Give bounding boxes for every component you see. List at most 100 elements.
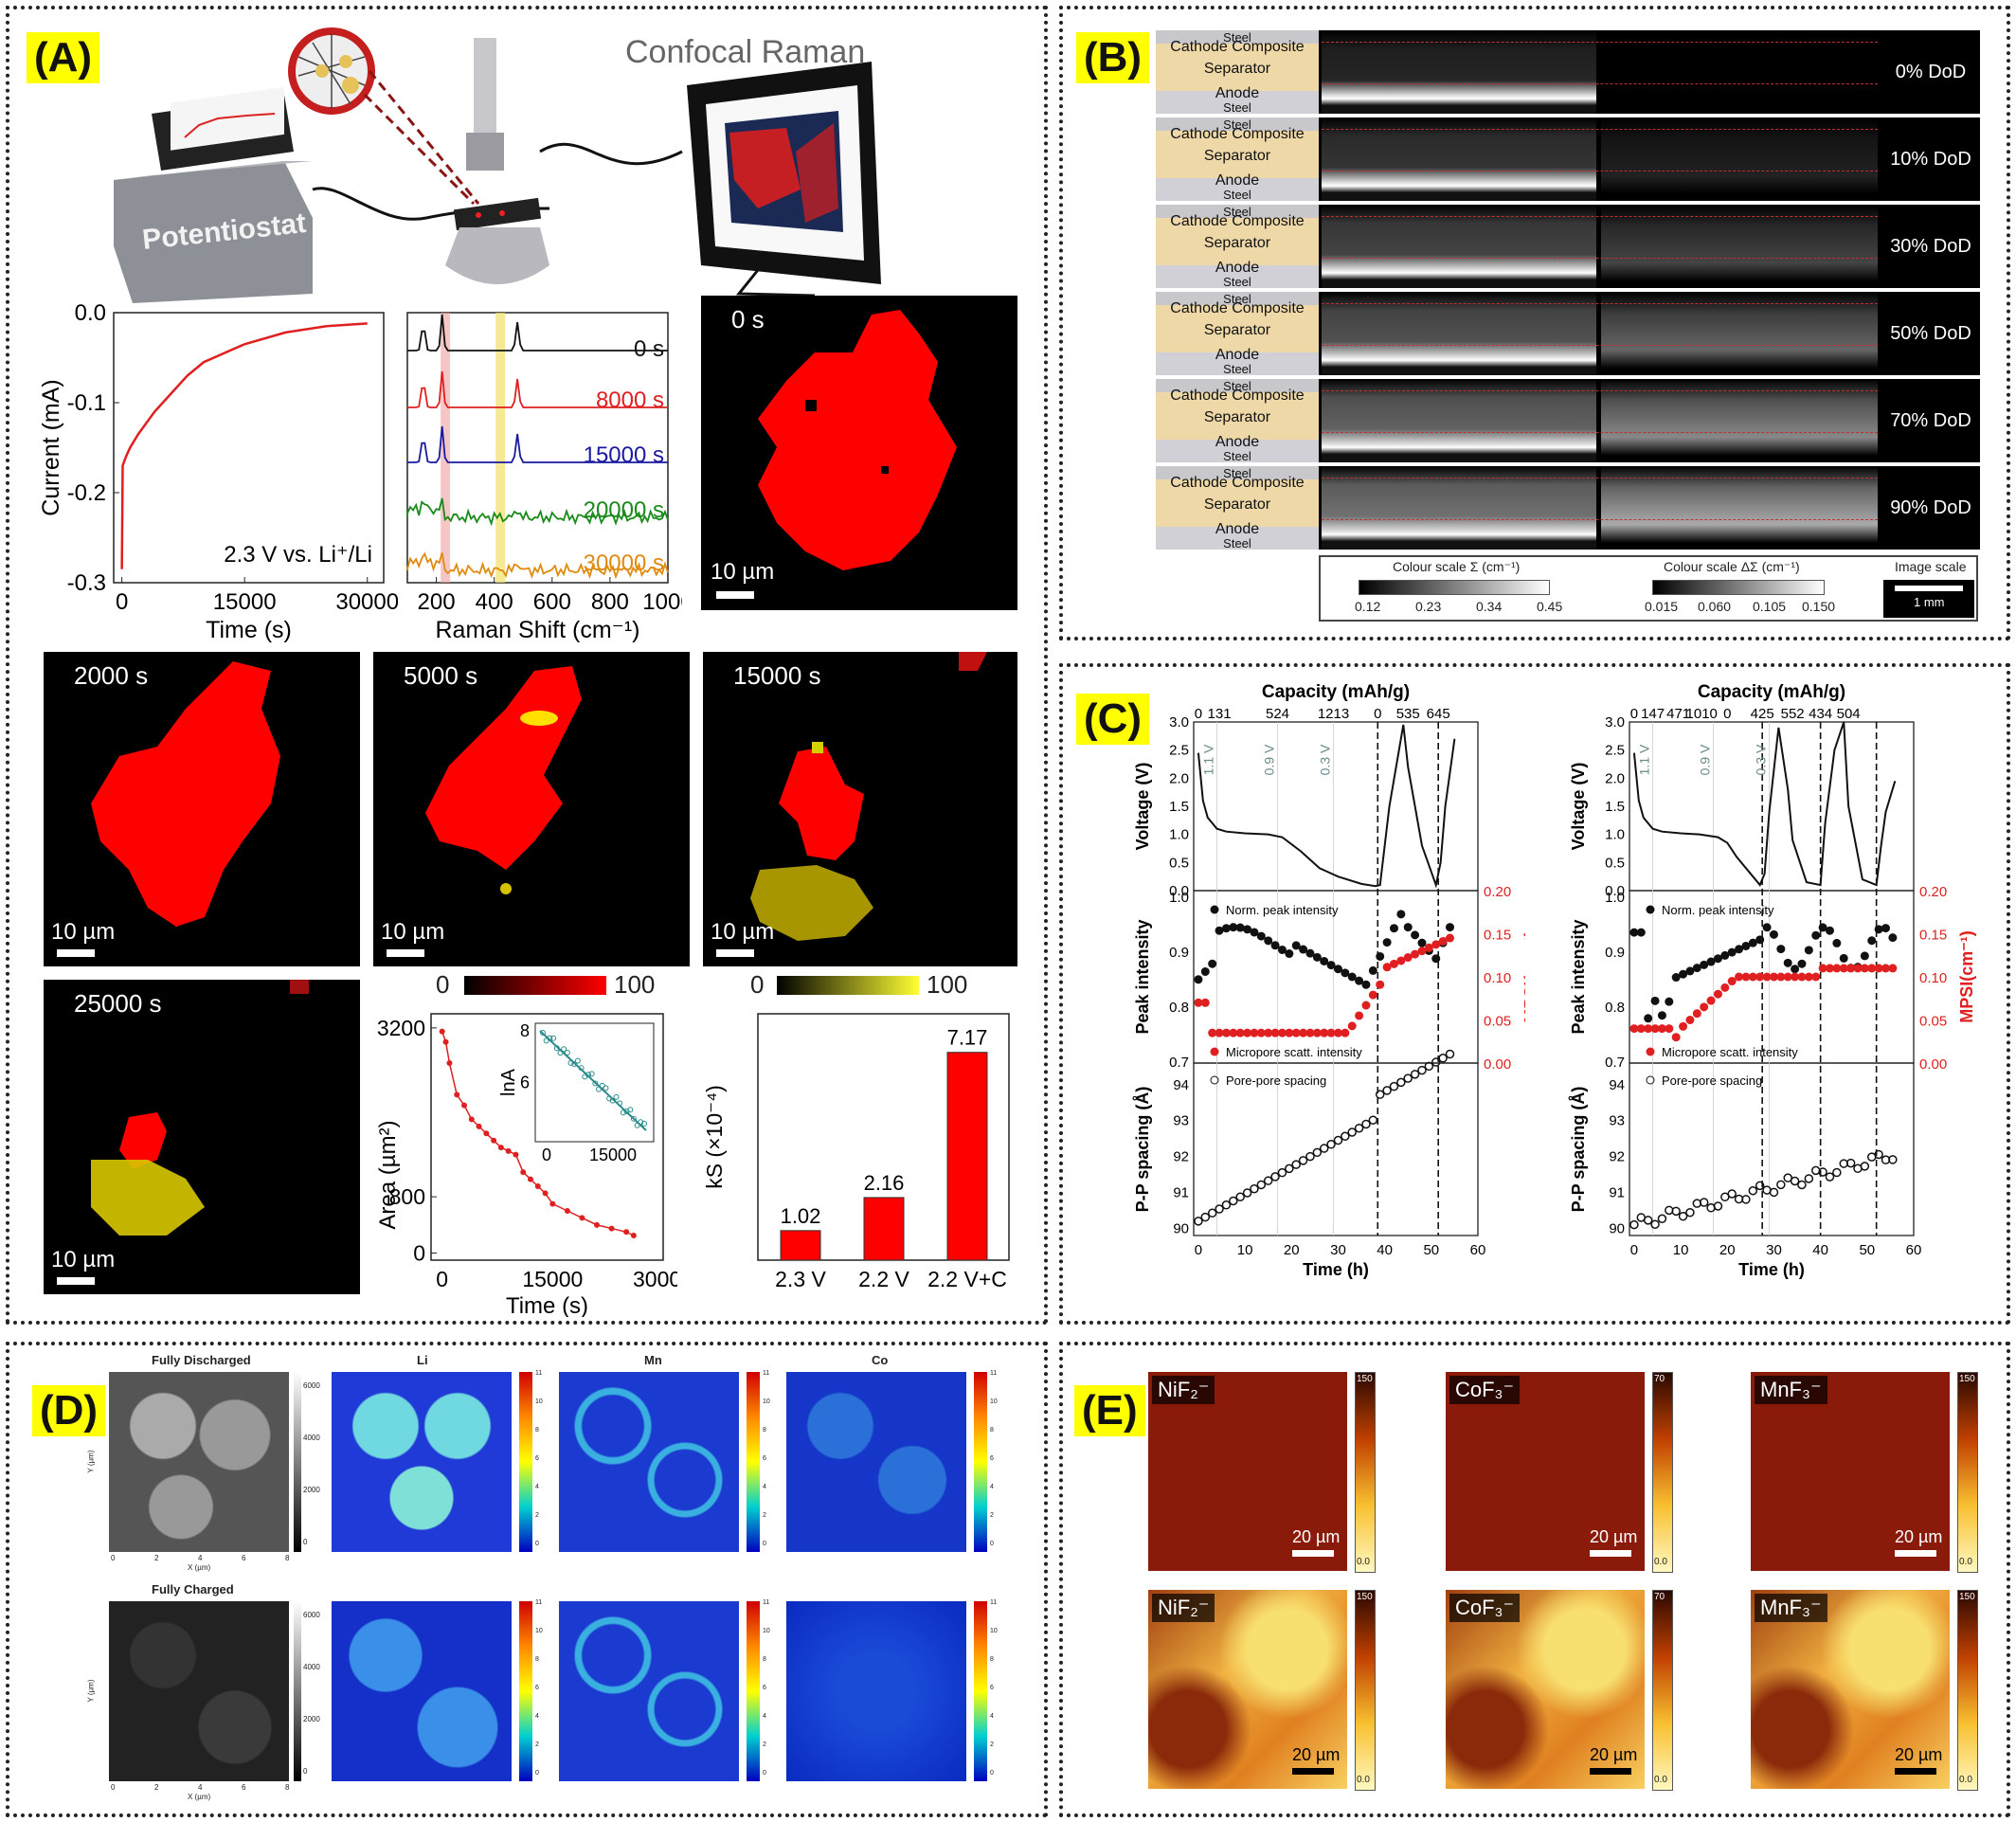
layer-label: Steel <box>1223 188 1251 202</box>
eds-element-map <box>332 1372 512 1552</box>
voltage-axis-label: Voltage (V) <box>1569 763 1588 851</box>
peak-point <box>1804 946 1813 955</box>
eds-colorbar-tick: 8 <box>990 1656 994 1663</box>
panel-c <box>1059 663 2010 1325</box>
inset-point <box>641 1120 647 1127</box>
peak-point <box>1839 953 1848 963</box>
plot-frame <box>430 1013 664 1261</box>
capacity-tick: 535 <box>1396 706 1420 722</box>
mpsi-point <box>1888 964 1898 973</box>
layer-label: Steel <box>1223 379 1251 393</box>
pp-point <box>1825 1172 1835 1182</box>
peak-point <box>1277 945 1287 954</box>
peak-point <box>1411 930 1420 940</box>
map-time-label: 0 s <box>731 305 765 334</box>
eds-colorbar-tick: 6 <box>763 1455 766 1462</box>
eds-colorbar-tick: 4 <box>990 1713 994 1720</box>
time-tick: 40 <box>1812 1242 1828 1258</box>
peak-point <box>1644 1014 1653 1023</box>
mpsi-point <box>1368 990 1377 1000</box>
peak-point <box>1629 928 1639 937</box>
colorbar-min: 0.0 <box>1654 1557 1667 1567</box>
sigma-image <box>1322 205 1596 288</box>
mpsi-tick: 0.10 <box>1919 970 1947 986</box>
scale-bar <box>1895 1550 1936 1557</box>
mpsi-point <box>1665 1024 1674 1034</box>
pp-point <box>1194 1217 1203 1226</box>
mpsi-point <box>1629 1024 1639 1034</box>
legend-pp: Pore-pore spacing <box>1226 1073 1326 1088</box>
inset-point <box>585 1072 591 1078</box>
tomography-row: Steel Cathode Composite Separator Anode Stee… <box>1156 379 1980 463</box>
tomography-row: Steel Cathode Composite Separator Anode Stee… <box>1156 205 1980 289</box>
pp-point <box>1748 1185 1758 1196</box>
inset-point <box>613 1093 620 1100</box>
category-label: 2.2 V <box>858 1267 909 1291</box>
red-colorbar-min: 0 <box>436 970 450 999</box>
mpsi-axis-label: MPSI(cm⁻¹) <box>1957 930 1976 1023</box>
category-label: 2.2 V+C <box>927 1267 1007 1291</box>
tick: 0.105 <box>1753 599 1787 614</box>
pp-point <box>1229 1196 1238 1206</box>
x-tick-label: 600 <box>533 589 571 615</box>
inset-x-tick: 0 <box>542 1146 551 1164</box>
capacity-title: Capacity (mAh/g) <box>1262 682 1410 702</box>
tof-sims-colorbar <box>1957 1590 1978 1791</box>
scale-bar <box>1590 1768 1631 1775</box>
eds-colorbar-tick: 8 <box>990 1427 994 1434</box>
voltage-tick: 0.5 <box>1605 855 1625 871</box>
x-axis-label: Time (s) <box>206 617 292 643</box>
legend-marker <box>1646 1075 1655 1085</box>
voltage-tick: 3.0 <box>1169 714 1189 731</box>
peak-point <box>1347 972 1357 982</box>
eds-colorbar-tick: 2 <box>763 1512 766 1519</box>
mpsi-point <box>1431 940 1441 949</box>
y-axis-label: Y (µm) <box>86 1450 96 1473</box>
spectrum-time-label: 8000 s <box>596 388 664 413</box>
mpsi-point <box>1208 1028 1217 1037</box>
pp-point <box>1769 1187 1779 1198</box>
tof-sims-map: MnF₃⁻ 20 µm <box>1751 1590 1950 1789</box>
voltage-tick: 0.0 <box>1169 883 1189 899</box>
mpsi-point <box>1285 1028 1294 1037</box>
colour-scale-delta-title: Colour scale ΔΣ (cm⁻¹) <box>1664 559 1800 574</box>
pp-axis-label: P-P spacing (Å) <box>1133 1087 1152 1213</box>
layer-label: Cathode Composite <box>1170 300 1305 316</box>
peak-point <box>1755 935 1765 945</box>
data-point <box>491 1137 497 1144</box>
layer-label: Steel <box>1223 205 1251 219</box>
data-point <box>623 1229 630 1236</box>
y-axis-label: Area (µm²) <box>375 1120 401 1229</box>
sigma-image <box>1322 292 1596 375</box>
pp-point <box>1727 1189 1737 1199</box>
mpsi-point <box>1762 972 1772 982</box>
steel-band <box>1156 91 1319 114</box>
peak-point <box>1636 928 1646 937</box>
pp-tick: 91 <box>1173 1185 1189 1201</box>
layer-label: Separator <box>1203 322 1271 338</box>
pp-point <box>1783 1173 1792 1182</box>
sem-colorbar-tick: 0 <box>303 1538 308 1546</box>
time-tick: 30 <box>1330 1242 1346 1258</box>
peak-point <box>1825 926 1834 935</box>
delta-image <box>1601 117 1878 201</box>
inset-point <box>638 1119 644 1126</box>
x-tick-label: 0 <box>116 589 128 615</box>
peak-point <box>1285 949 1294 959</box>
mpsi-point <box>1438 936 1448 946</box>
eds-colorbar-tick: 6 <box>535 1455 539 1462</box>
pp-point <box>1424 1061 1434 1072</box>
steel-band <box>1156 292 1319 305</box>
map-time-label: 25000 s <box>74 989 162 1018</box>
pp-point <box>1256 1180 1267 1190</box>
dashed-guide <box>1322 216 1878 217</box>
peak-point <box>1376 951 1385 961</box>
data-point <box>476 1123 482 1129</box>
voltage-mark: 0.3 V <box>1318 744 1333 775</box>
time-tick: 50 <box>1859 1242 1875 1258</box>
data-point <box>579 1215 585 1221</box>
voltage-axis-label: Voltage (V) <box>1133 763 1152 851</box>
capacity-tick: 0 <box>1630 706 1638 722</box>
raman-spectrum <box>407 314 668 352</box>
mpsi-point <box>1881 964 1890 973</box>
